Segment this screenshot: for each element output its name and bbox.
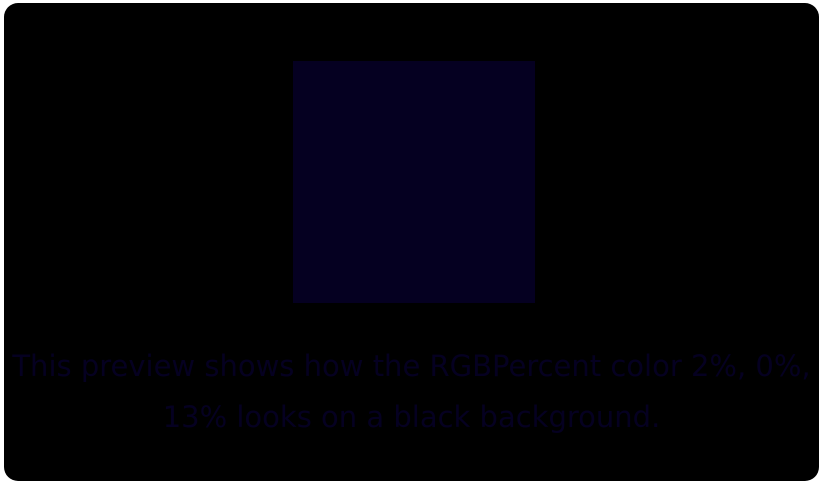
caption-line-2: 13% looks on a black background. [162, 400, 661, 434]
color-swatch [293, 61, 535, 303]
preview-caption: This preview shows how the RGBPercent co… [4, 341, 819, 443]
color-preview-card: This preview shows how the RGBPercent co… [4, 3, 819, 481]
caption-line-1: This preview shows how the RGBPercent co… [12, 349, 811, 383]
